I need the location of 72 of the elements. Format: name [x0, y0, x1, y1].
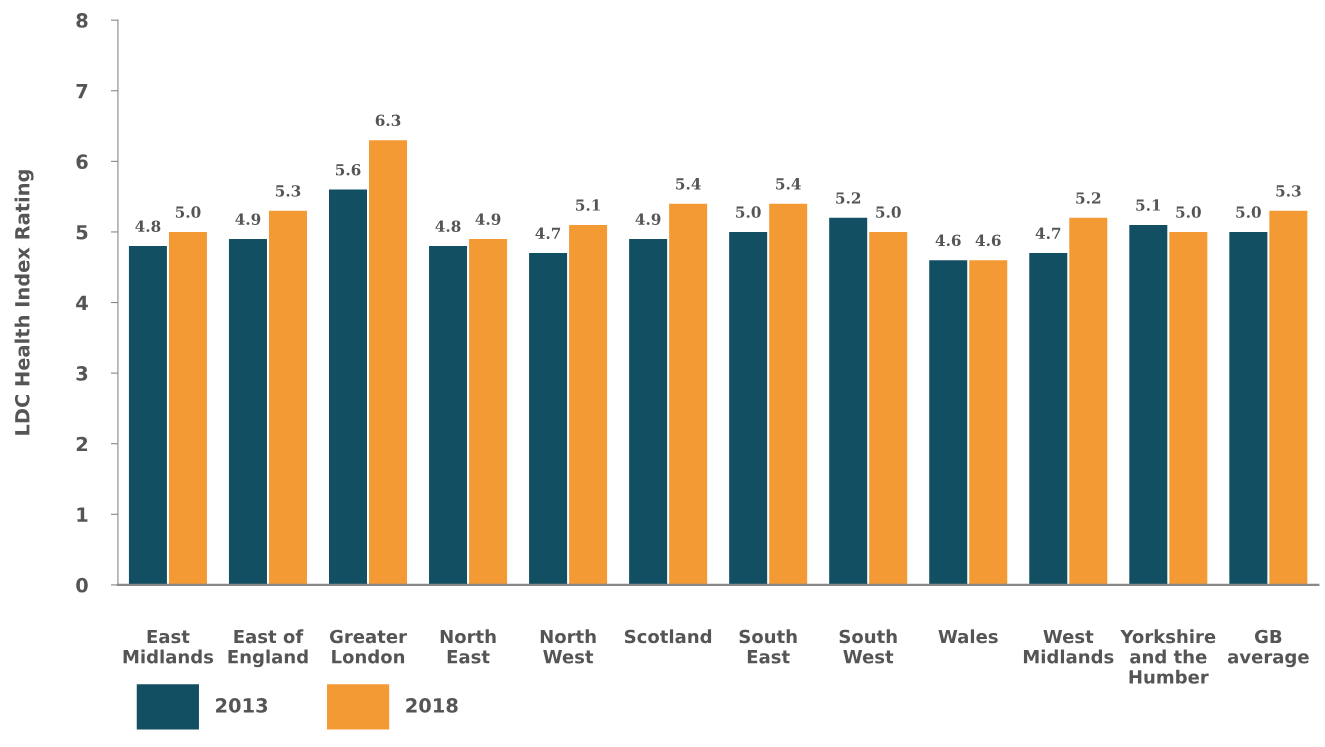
data-label: 4.6 — [935, 234, 961, 247]
bar — [829, 217, 868, 585]
bar — [869, 231, 908, 585]
data-label: 5.0 — [1236, 206, 1261, 218]
data-label: 4.9 — [235, 213, 261, 225]
x-tick-label: West Midlands — [1023, 629, 1114, 664]
bar — [1229, 231, 1268, 585]
x-tick-label: Yorkshire and the Humber — [1120, 629, 1216, 684]
data-label: 5.2 — [1076, 192, 1101, 204]
bar — [1129, 224, 1168, 585]
y-axis-title: LDC Health Index Rating — [14, 170, 34, 435]
y-tick-label: 3 — [76, 366, 88, 381]
x-tick-label: South East — [739, 629, 797, 664]
data-label: 5.0 — [175, 206, 201, 218]
x-tick-label: East Midlands — [123, 629, 214, 664]
y-tick-label: 1 — [77, 507, 88, 522]
x-tick-label: South West — [839, 629, 897, 664]
bar — [669, 203, 708, 585]
x-tick-label: Scotland — [624, 629, 712, 644]
x-tick-label: GB average — [1227, 629, 1309, 668]
data-label: 6.3 — [375, 114, 401, 127]
data-label: 5.0 — [1176, 206, 1201, 218]
bar — [529, 253, 568, 585]
data-label: 4.7 — [535, 227, 561, 240]
y-tick-label: 0 — [76, 577, 88, 593]
bar — [969, 260, 1008, 585]
x-tick-label: East of England — [228, 629, 308, 668]
bar — [329, 189, 368, 585]
y-tick-label: 5 — [76, 225, 88, 240]
y-tick-label: 6 — [76, 154, 88, 170]
bar — [769, 203, 808, 585]
bar — [929, 260, 968, 585]
bar — [168, 231, 207, 585]
data-label: 5.1 — [1136, 199, 1161, 211]
data-label: 5.3 — [275, 185, 301, 197]
bar — [369, 140, 408, 585]
bar — [128, 246, 167, 585]
data-label: 5.6 — [335, 163, 361, 176]
bar — [569, 224, 608, 585]
bar — [629, 239, 668, 585]
bar — [729, 231, 768, 585]
data-label: 4.8 — [435, 220, 461, 232]
x-tick-label: Greater London — [329, 629, 407, 664]
data-label: 5.0 — [876, 206, 901, 218]
bar — [1029, 253, 1068, 585]
data-label: 4.9 — [475, 213, 501, 225]
x-tick-label: North East — [440, 629, 496, 664]
y-tick-label: 4 — [76, 295, 88, 310]
x-tick-label: Wales — [938, 629, 998, 644]
data-label: 5.3 — [1276, 185, 1301, 197]
data-label: 5.0 — [736, 206, 761, 218]
bar — [1269, 210, 1308, 585]
bar — [429, 246, 468, 585]
y-tick-label: 7 — [76, 83, 88, 99]
data-label: 5.2 — [836, 192, 861, 204]
data-label: 4.8 — [135, 220, 161, 232]
data-label: 4.6 — [975, 234, 1001, 247]
legend-label: 2018 — [406, 698, 458, 713]
bar — [268, 210, 307, 585]
data-label: 4.9 — [635, 213, 661, 225]
x-tick-label: North West — [540, 629, 596, 664]
data-label: 4.7 — [1035, 227, 1061, 240]
legend-label: 2013 — [216, 698, 268, 713]
bar — [1169, 231, 1208, 585]
y-tick-label: 8 — [76, 13, 88, 28]
y-tick-label: 2 — [76, 436, 88, 452]
bar — [469, 239, 508, 585]
bar — [1069, 217, 1108, 585]
data-label: 5.4 — [676, 178, 701, 190]
bar — [228, 239, 267, 585]
data-label: 5.1 — [576, 199, 600, 211]
data-label: 5.4 — [776, 178, 801, 190]
